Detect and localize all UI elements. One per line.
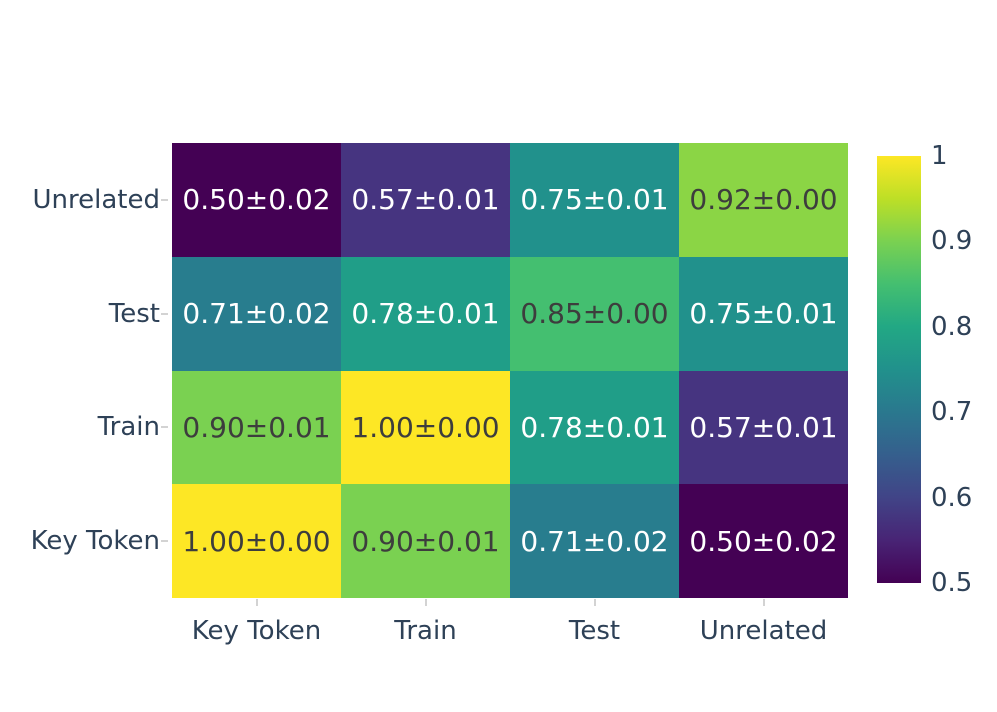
y-tick-mark (161, 540, 168, 543)
y-tick-mark (161, 312, 168, 315)
x-tick-mark (593, 599, 596, 606)
x-tick-label: Unrelated (699, 616, 828, 646)
heatmap-cell: 0.75±0.01 (679, 256, 848, 371)
colorbar-tick-label: 0.9 (931, 226, 973, 257)
y-tick-label: Test (108, 298, 160, 329)
y-tick-label: Key Token (30, 526, 160, 557)
x-tick-label: Key Token (191, 616, 322, 646)
heatmap-cell: 0.71±0.02 (510, 484, 679, 598)
y-tick-label: Unrelated (32, 184, 160, 215)
heatmap-cell: 0.92±0.00 (679, 143, 848, 257)
x-tick-label: Test (568, 616, 621, 646)
heatmap-cell: 0.75±0.01 (510, 143, 679, 257)
heatmap-cell: 0.90±0.01 (341, 484, 510, 598)
colorbar-tick-label: 0.6 (931, 482, 973, 513)
heatmap-cell: 0.50±0.02 (679, 484, 848, 598)
colorbar (877, 156, 921, 583)
colorbar-tick-label: 0.8 (931, 311, 973, 342)
x-tick-mark (762, 599, 765, 606)
x-tick-mark (424, 599, 427, 606)
colorbar-tick-label: 0.5 (931, 568, 973, 598)
heatmap-cell: 0.78±0.01 (510, 370, 679, 485)
heatmap-cell: 0.57±0.01 (341, 143, 510, 257)
x-tick-mark (255, 599, 258, 606)
heatmap-cell: 0.90±0.01 (172, 370, 341, 485)
heatmap-cell: 0.78±0.01 (341, 256, 510, 371)
colorbar-tick-label: 0.7 (931, 397, 973, 428)
heatmap-grid: 0.50±0.02 0.57±0.01 0.75±0.01 0.92±0.00 0.71… (172, 143, 848, 598)
heatmap-cell: 0.85±0.00 (510, 256, 679, 371)
y-tick-mark (161, 198, 168, 201)
heatmap-cell: 0.71±0.02 (172, 256, 341, 371)
colorbar-tick-label: 1 (931, 141, 948, 171)
heatmap-cell: 1.00±0.00 (172, 484, 341, 598)
heatmap-cell: 1.00±0.00 (341, 370, 510, 485)
heatmap-cell: 0.50±0.02 (172, 143, 341, 257)
heatmap-cell: 0.57±0.01 (679, 370, 848, 485)
y-tick-mark (161, 426, 168, 429)
y-tick-label: Train (97, 412, 160, 443)
x-tick-label: Train (394, 616, 457, 646)
